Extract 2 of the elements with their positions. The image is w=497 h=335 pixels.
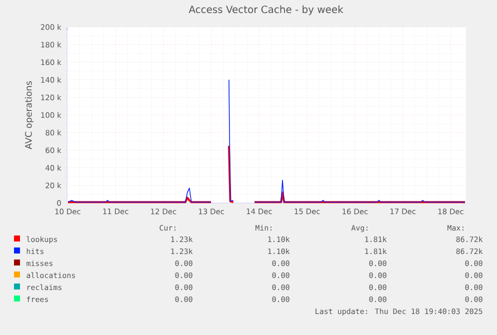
chart-title: Access Vector Cache - by week <box>188 5 344 16</box>
y-axis-title: AVC operations <box>24 81 34 150</box>
